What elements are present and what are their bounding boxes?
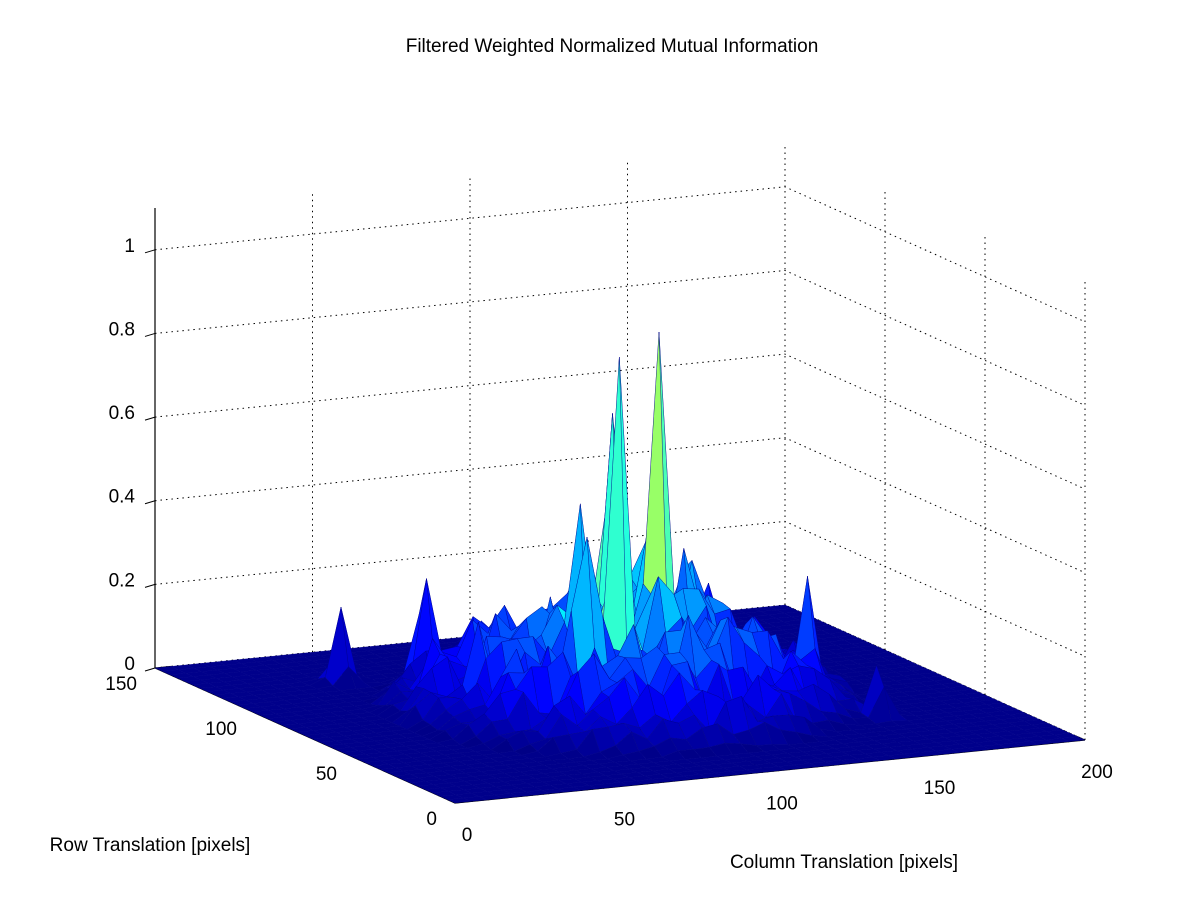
chart-title: Filtered Weighted Normalized Mutual Info… <box>406 36 819 57</box>
z-tick-label: 0.4 <box>109 487 136 508</box>
y-tick-label: 150 <box>105 674 137 695</box>
z-tick-label: 0 <box>124 654 135 675</box>
z-tick-mark <box>144 667 156 672</box>
surface-plot <box>154 332 1086 804</box>
y-tick-label: 0 <box>426 809 437 830</box>
z-tick-label: 0.6 <box>109 403 135 424</box>
x-tick-label: 0 <box>462 825 473 846</box>
y-tick-label: 50 <box>316 764 337 785</box>
x-tick-label: 100 <box>766 794 798 815</box>
x-axis-label: Column Translation [pixels] <box>730 852 958 873</box>
surface-patch <box>446 797 472 804</box>
x-tick-label: 50 <box>614 809 635 830</box>
z-tick-mark <box>144 500 156 505</box>
z-tick-mark <box>144 583 156 588</box>
z-tick-label: 0.2 <box>109 570 135 591</box>
z-tick-label: 0.8 <box>109 319 135 340</box>
y-axis-label: Row Translation [pixels] <box>50 835 251 856</box>
z-gridline <box>154 437 1086 574</box>
z-gridline <box>154 186 1086 323</box>
z-tick-mark <box>144 249 156 254</box>
z-tick-mark <box>144 332 156 337</box>
y-tick-label: 100 <box>205 719 237 740</box>
x-tick-label: 200 <box>1081 762 1113 783</box>
z-tick-label: 1 <box>124 236 135 257</box>
z-gridline <box>154 353 1086 490</box>
x-tick-label: 150 <box>924 778 956 799</box>
z-gridline <box>154 269 1086 406</box>
z-tick-mark <box>144 416 156 421</box>
